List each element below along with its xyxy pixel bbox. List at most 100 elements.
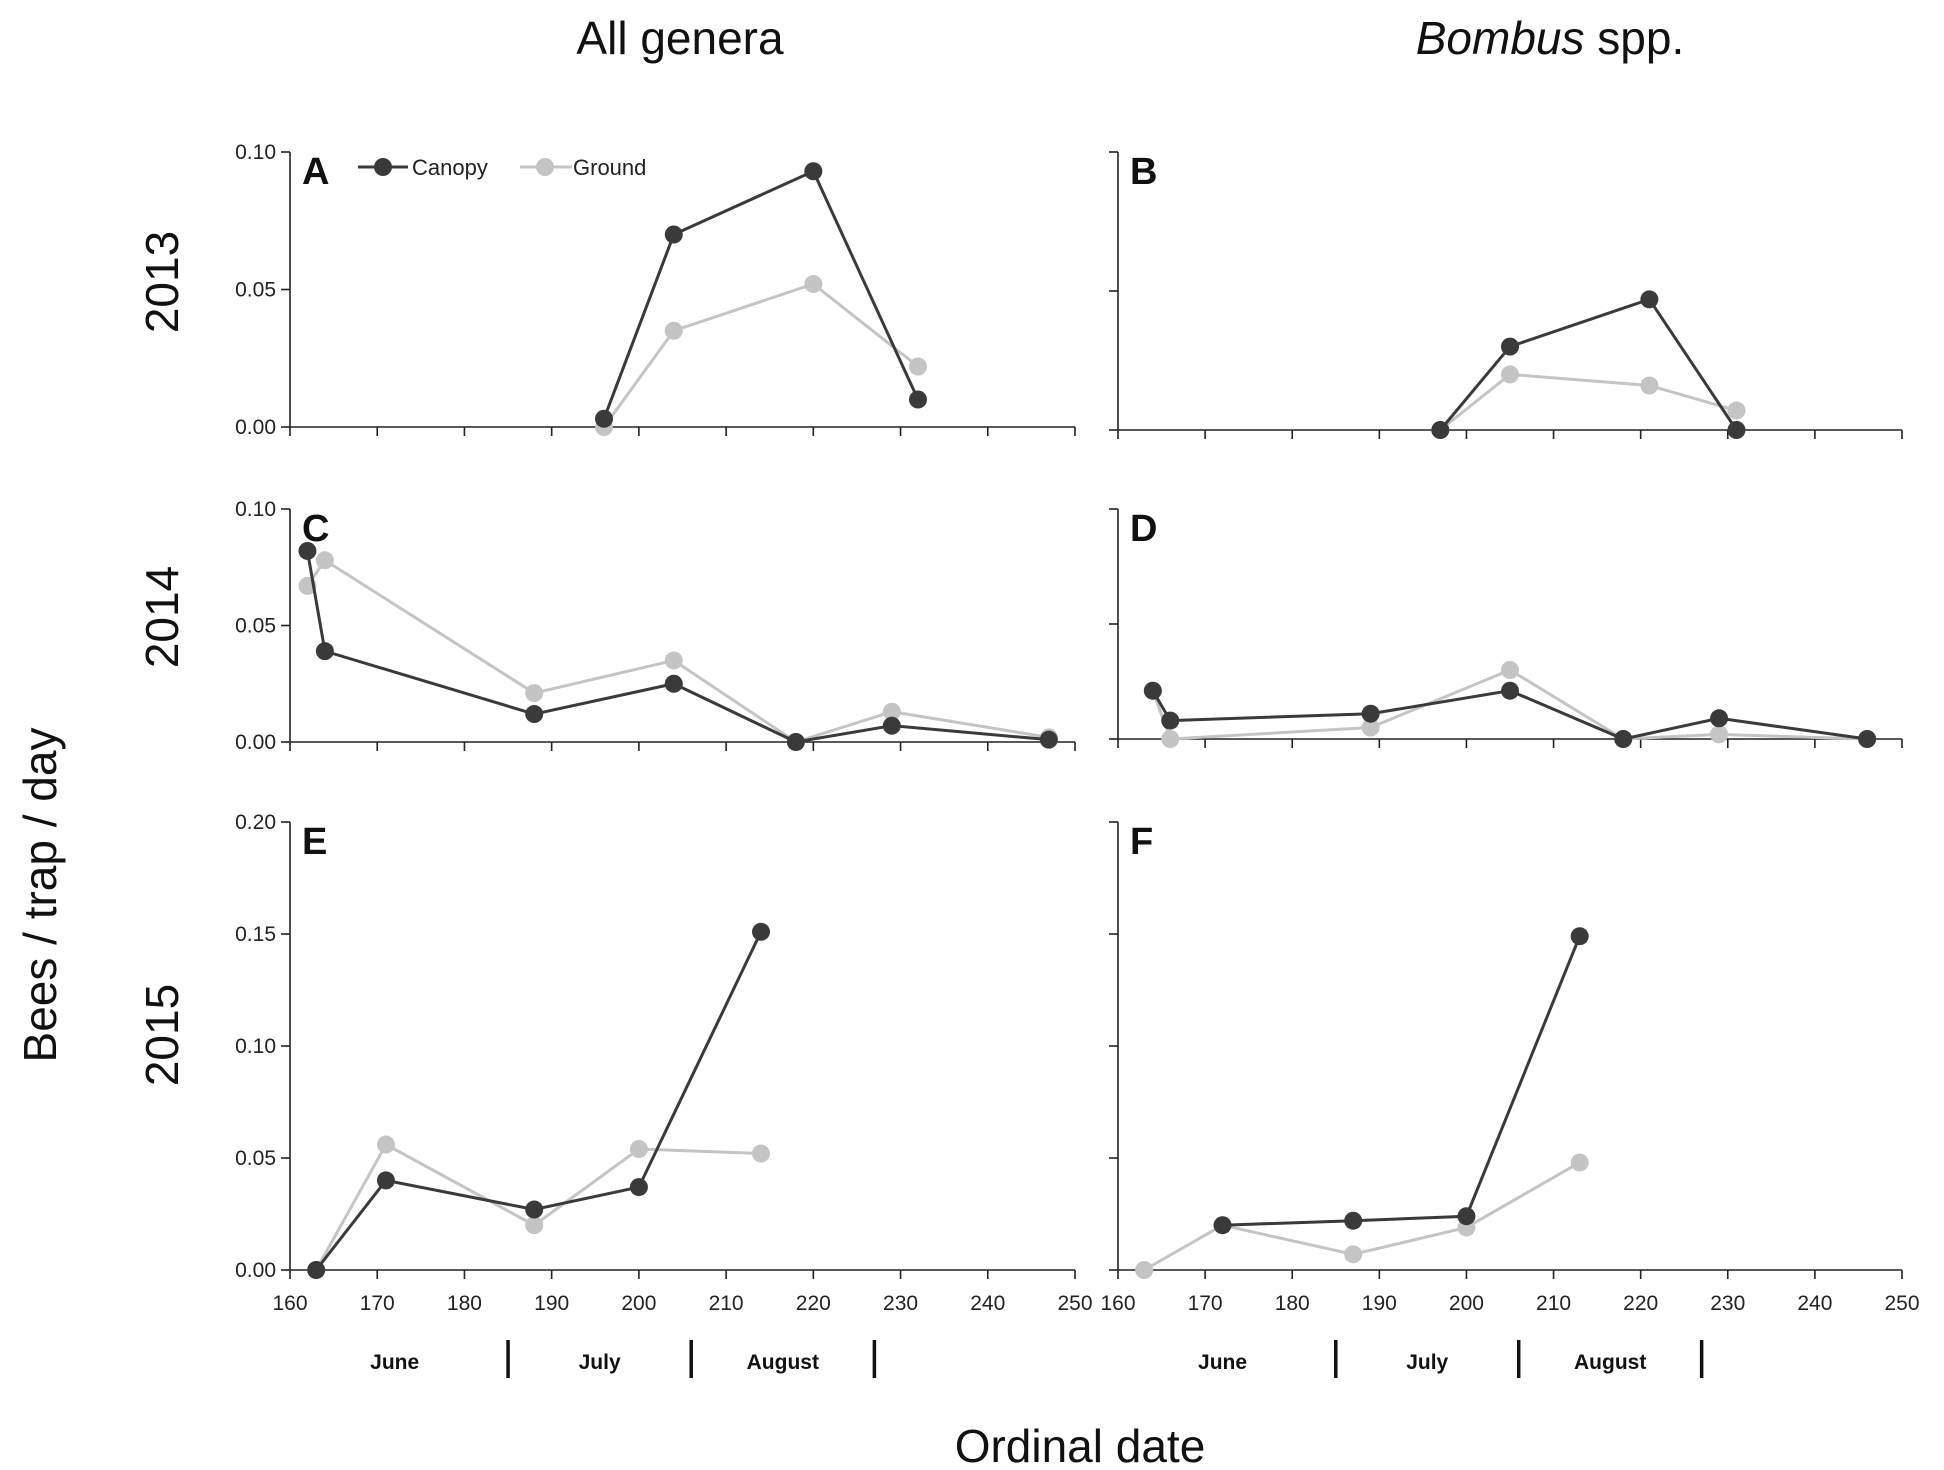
panel-a-canopy-point: [595, 409, 613, 428]
panel-c-ground-line: [306, 558, 1050, 744]
panel-d-canopy-point: [1501, 681, 1519, 700]
panel-c-canopy-point: [525, 705, 544, 724]
panel-a-y-tick-label: 0.05: [235, 279, 276, 302]
panel-c-canopy-point: [298, 541, 317, 560]
panel-f-x-tick-label: 250: [1884, 1292, 1919, 1315]
panel-e-y-tick-label: 0.15: [235, 923, 276, 946]
panel-e-letter: E: [302, 821, 327, 863]
panel-d-ground-point: [1710, 725, 1729, 744]
panel-a: 0.00 0.05 0.10 A: [235, 141, 1076, 439]
row-label-2015: 2015: [136, 984, 188, 1086]
panel-e-x-tick-label: 240: [970, 1292, 1005, 1315]
panel-b-ground-point: [1640, 376, 1659, 395]
panel-b-canopy-point: [1501, 337, 1519, 356]
column-title-all-genera: All genera: [576, 12, 784, 64]
panel-b: B: [1109, 151, 1903, 439]
panel-a-letter: A: [302, 151, 329, 193]
panel-c-ground-point: [882, 702, 901, 721]
panel-f-month-june: June: [1198, 1351, 1247, 1374]
panel-b-canopy-line: [1439, 297, 1738, 431]
panel-d-ground-point: [1161, 730, 1180, 748]
panel-e-x-tick-label: 250: [1057, 1292, 1092, 1315]
panel-f-x-tick-label: 190: [1362, 1292, 1397, 1315]
panel-a-canopy-point: [664, 225, 683, 244]
panel-c-y-tick-label: 0.00: [235, 731, 276, 754]
panel-f-x-tick-label: 170: [1188, 1292, 1223, 1315]
legend-ground-marker: [536, 158, 554, 176]
panel-f-month-july: July: [1406, 1351, 1448, 1374]
panel-f-canopy-point: [1213, 1216, 1232, 1235]
panel-d-canopy-point: [1143, 681, 1162, 700]
panel-c-canopy-line: [305, 550, 1049, 744]
panel-d-ground-point: [1361, 718, 1380, 737]
panel-e-x-tick-label: 180: [447, 1292, 482, 1315]
panel-c-ground-point: [664, 651, 683, 670]
panel-d-canopy-point: [1710, 709, 1729, 728]
y-axis-label: Bees / trap / day: [14, 728, 66, 1063]
panel-e-y-tick-label: 0.20: [235, 811, 276, 834]
panels: 0.000.050.10 A B0.000.050.10 C D0.000.050.10…: [235, 141, 1920, 1378]
panel-e-y-tick-label: 0.00: [235, 1259, 276, 1282]
panel-a-ground-point: [804, 275, 823, 293]
panel-b-ground-line: [1439, 372, 1737, 432]
panel-f-x-tick-label: 160: [1100, 1292, 1135, 1315]
panel-c: 0.000.050.10 C: [235, 498, 1076, 754]
panel-f-ground-point: [1570, 1153, 1589, 1172]
panel-e-x-tick-label: 220: [796, 1292, 831, 1315]
panel-c-y-tick-label: 0.05: [235, 615, 276, 638]
panel-e-x-tick-label: 210: [709, 1292, 744, 1315]
panel-f-x-tick-label: 230: [1710, 1292, 1745, 1315]
panel-e-x-tick-label: 170: [360, 1292, 395, 1315]
panel-e-month-july: July: [579, 1351, 621, 1374]
legend-canopy-label: Canopy: [412, 155, 488, 180]
panel-b-canopy-point: [1727, 421, 1746, 439]
panel-e-ground-point: [752, 1144, 770, 1163]
panel-e-ground-point: [376, 1135, 395, 1154]
panel-c-ground-point: [315, 551, 334, 570]
row-label-2013: 2013: [136, 231, 188, 333]
panel-e-y-tick-label: 0.10: [235, 1035, 276, 1058]
panel-e-x-tick-label: 230: [883, 1292, 918, 1315]
panel-a-canopy-point: [804, 162, 823, 181]
panel-d-ground-point: [1501, 661, 1519, 679]
panel-d-ground-line: [1151, 668, 1868, 741]
panel-f-canopy-point: [1457, 1207, 1476, 1226]
panel-f-x-tick-label: 210: [1536, 1292, 1571, 1315]
panel-f: 160 170 180 190 200 210 220 230 240 250 June July Au…: [1100, 821, 1920, 1378]
panel-e-month-august: August: [747, 1351, 819, 1374]
panel-c-canopy-point: [882, 716, 901, 735]
panel-f-x-tick-label: 240: [1797, 1292, 1832, 1315]
panel-b-letter: B: [1130, 151, 1157, 193]
legend-canopy-marker: [374, 158, 392, 176]
panel-e-canopy-point: [307, 1261, 326, 1279]
panel-e-x-tick-label: 160: [272, 1292, 307, 1315]
panel-d-canopy-point: [1161, 711, 1180, 730]
legend: Canopy Ground: [358, 155, 646, 180]
panel-e-y-tick-label: 0.05: [235, 1147, 276, 1170]
panel-d-canopy-point: [1614, 730, 1633, 748]
column-title-bombus-rest: spp.: [1585, 12, 1685, 64]
panel-f-canopy-line: [1222, 935, 1582, 1227]
panel-a-canopy-line: [602, 169, 920, 420]
panel-c-y-tick-label: 0.10: [235, 498, 276, 521]
panel-d-canopy-point: [1361, 704, 1380, 723]
panel-d: D: [1109, 508, 1903, 748]
panel-d-canopy-point: [1858, 730, 1877, 748]
panel-e: 0.00 0.05 0.10 0.15 0.20 160 170 180 190 200 210 22…: [235, 811, 1093, 1378]
panel-e-x-tick-label: 190: [534, 1292, 569, 1315]
panel-b-canopy-point: [1431, 421, 1450, 439]
panel-e-ground-point: [629, 1140, 648, 1159]
panel-f-letter: F: [1130, 821, 1153, 863]
panel-c-canopy-point: [315, 642, 334, 661]
panel-e-canopy-point: [525, 1200, 544, 1219]
panel-a-ground-point: [909, 357, 927, 376]
panel-f-x-tick-label: 220: [1623, 1292, 1658, 1315]
panel-e-canopy-point: [629, 1178, 648, 1197]
panel-c-canopy-point: [664, 674, 683, 693]
panel-f-month-august: August: [1574, 1351, 1646, 1374]
column-title-bombus: Bombus spp.: [1416, 12, 1684, 64]
panel-b-ground-point: [1501, 365, 1519, 384]
panel-a-ground-point: [664, 321, 683, 340]
panel-a-canopy-point: [909, 390, 927, 409]
